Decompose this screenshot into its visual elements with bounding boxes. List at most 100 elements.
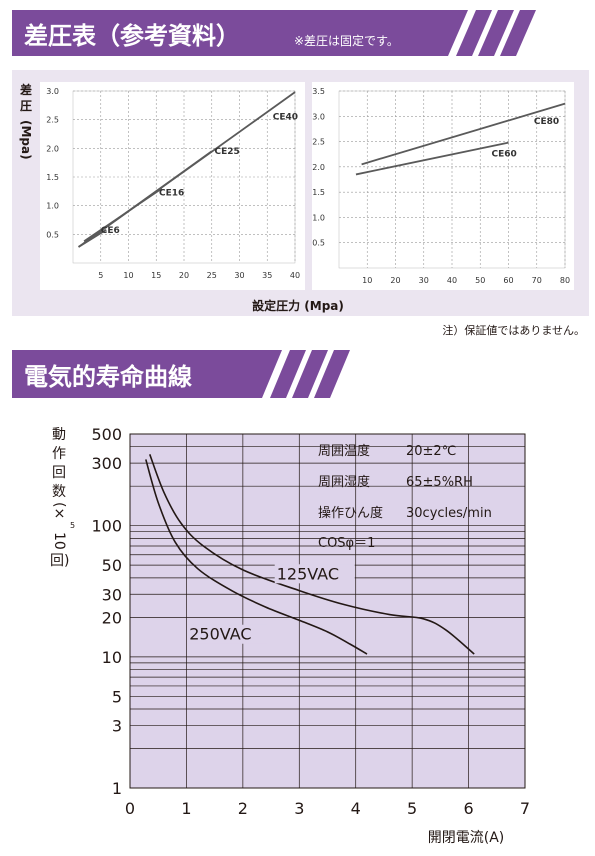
chart1-series-ce6: [78, 228, 107, 248]
chart2-xtick-label: 50: [475, 276, 485, 285]
chart2-xtick-label: 20: [390, 276, 400, 285]
condition-value-2: 65±5%RH: [406, 475, 473, 490]
chart2-ytick-label: 2.5: [312, 138, 325, 147]
chart1-xtick-label: 10: [123, 271, 133, 280]
section1-header-bar: [12, 10, 468, 56]
chart2-series-ce60: [355, 141, 509, 176]
section2-title: 電気的寿命曲線: [24, 363, 192, 391]
condition-label-4: COSφ＝1: [318, 536, 375, 551]
section1-ylabel-char1: 差: [19, 82, 32, 97]
section2-ylabel-char1: 動: [52, 427, 66, 443]
chart2-ytick-label: 0.5: [312, 239, 325, 248]
chart2-xtick-label: 70: [532, 276, 542, 285]
chart3-ytick-label: 500: [91, 425, 122, 444]
chart-large-models: 10 20 30 40 50 60 70 80 0.5 1.0 1.5 2.0 2.5 3.0 3.5 CE8…: [312, 82, 574, 290]
chart3-xtick-label: 2: [238, 799, 248, 818]
section2-ylabel-char2: 作: [52, 446, 66, 462]
section2-header-stripe3: [314, 350, 350, 398]
chart2-series-ce80: [361, 102, 566, 166]
chart3-xtick-label: 5: [407, 799, 417, 818]
section1-footnote: 注）保証値ではありません。: [442, 323, 585, 337]
section2-ylabel: 動 作 回 数 (× 5 10 回): [50, 427, 75, 569]
chart3-xtick-label: 1: [181, 799, 191, 818]
condition-label-2: 周囲湿度: [318, 474, 370, 490]
chart3-series-label-bg-125vac: [274, 564, 355, 584]
chart1-series-label-ce6: CE6: [101, 226, 120, 236]
chart3-xtick-label: 7: [520, 799, 530, 818]
section1-ylabel-unit: (Mpa): [19, 120, 33, 160]
section2-ylabel-paren: (×: [51, 502, 67, 519]
conditions-block: 周囲温度 20±2℃ 周囲湿度 65±5%RH 操作ひん度 30cycles/m…: [318, 443, 492, 551]
section2-header-stripe1: [270, 350, 306, 398]
section2-ylabel-char3: 回: [52, 465, 66, 481]
section2-ylabel-exp: 5: [70, 521, 75, 530]
section1-xlabel: 設定圧力 (Mpa): [252, 298, 344, 313]
chart3-xtick-label: 3: [294, 799, 304, 818]
chart2-ytick-label: 2.0: [312, 163, 325, 172]
section1-header-stripe2: [478, 10, 514, 56]
chart2-series-label-ce60: CE60: [492, 150, 517, 160]
condition-value-3: 30cycles/min: [406, 506, 492, 521]
section2-header: 電気的寿命曲線: [12, 350, 350, 398]
chart3-xtick-label: 0: [125, 799, 135, 818]
chart2-xtick-label: 10: [362, 276, 372, 285]
section1-header-stripe1: [456, 10, 492, 56]
chart1-ytick-label: 2.5: [46, 116, 59, 125]
chart3-series-125vac: [149, 454, 475, 655]
section2-xlabel: 開閉電流(A): [428, 830, 505, 846]
section1-ylabel: 差 圧 (Mpa): [19, 82, 33, 160]
chart3-ytick-label: 50: [102, 556, 122, 575]
chart3-plot: [129, 433, 526, 789]
chart2-xtick-label: 80: [560, 276, 570, 285]
section2-ylabel-char4: 数: [52, 484, 66, 500]
chart1-series-ce16: [83, 187, 163, 242]
chart3-series-250vac: [145, 459, 368, 655]
section2-header-stripe2: [292, 350, 328, 398]
chart3-ytick-label: 1: [112, 779, 122, 798]
chart1-series-label-ce25: CE25: [215, 147, 240, 157]
chart1-xtick-label: 20: [179, 271, 189, 280]
section1-header-stripe3: [500, 10, 536, 56]
section1-ylabel-char2: 圧: [20, 99, 32, 113]
chart3-series-label-125vac: 125VAC: [277, 564, 339, 583]
chart1-xtick-label: 5: [98, 271, 103, 280]
chart1-ytick-label: 1.0: [46, 202, 59, 211]
section2-ylabel-unit2: 回): [50, 553, 69, 569]
section1-note: ※差圧は固定です。: [294, 33, 399, 48]
chart3-ytick-label: 10: [102, 648, 122, 667]
condition-label-1: 周囲温度: [318, 443, 370, 459]
chart3-ytick-label: 100: [91, 517, 122, 536]
chart3-series-label-250vac: 250VAC: [189, 625, 251, 644]
chart1-xtick-label: 40: [290, 271, 300, 280]
chart2-ytick-label: 3.5: [312, 87, 325, 96]
chart1-series-label-ce16: CE16: [159, 188, 184, 198]
chart1-series-label-ce40: CE40: [273, 113, 298, 123]
chart2-ytick-label: 3.0: [312, 112, 325, 121]
chart2-xtick-label: 40: [447, 276, 457, 285]
chart2-ytick-label: 1.0: [312, 213, 325, 222]
chart1-xtick-label: 15: [151, 271, 161, 280]
chart3-ytick-label: 5: [112, 687, 122, 706]
chart1-ytick-label: 3.0: [46, 87, 59, 96]
chart2-ytick-label: 1.5: [312, 188, 325, 197]
condition-value-1: 20±2℃: [406, 444, 456, 459]
chart3-xtick-label: 6: [463, 799, 473, 818]
chart1-xtick-label: 30: [234, 271, 244, 280]
section2-header-bar: [12, 350, 282, 398]
chart3-series-label-bg-250vac: [187, 624, 268, 644]
chart1-xtick-label: 35: [262, 271, 272, 280]
section1-header: 差圧表（参考資料） ※差圧は固定です。: [12, 10, 536, 56]
chart2-xtick-label: 30: [419, 276, 429, 285]
chart1-ytick-label: 2.0: [46, 144, 59, 153]
condition-label-3: 操作ひん度: [318, 505, 383, 521]
chart3-ytick-label: 300: [91, 454, 122, 473]
chart1-ytick-label: 0.5: [46, 230, 59, 239]
section1-title: 差圧表（参考資料）: [24, 22, 240, 50]
chart1-ytick-label: 1.5: [46, 173, 59, 182]
chart-small-models: 5 10 15 20 25 30 35 40 0.5 1.0 1.5 2.0 2.5 3.0 CE40 CE2…: [40, 82, 305, 290]
chart3-ytick-label: 30: [102, 585, 122, 604]
chart3-xtick-label: 4: [351, 799, 361, 818]
chart1-xtick-label: 25: [207, 271, 217, 280]
